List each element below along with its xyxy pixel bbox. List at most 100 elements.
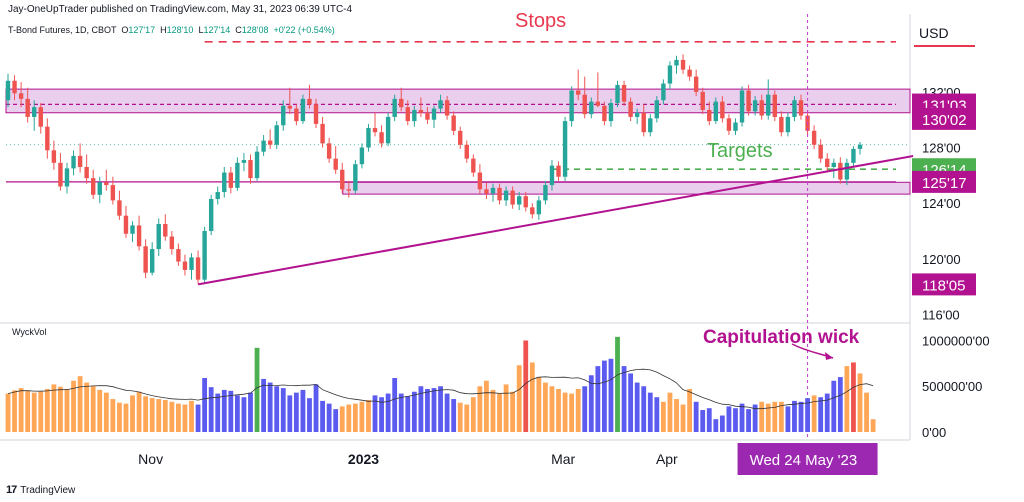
- candle-body: [182, 261, 188, 270]
- candle-body: [45, 126, 50, 151]
- candle-body: [700, 91, 705, 110]
- candle-body: [97, 182, 102, 195]
- candle: [313, 98, 319, 129]
- candle-body: [372, 128, 378, 133]
- open-label: O: [121, 25, 129, 35]
- tradingview-logo-icon[interactable]: 17: [6, 484, 17, 496]
- volume-bar: [464, 404, 470, 432]
- candle-body: [346, 189, 351, 191]
- candle-body: [582, 94, 587, 115]
- candle-body: [143, 246, 148, 273]
- candle-body: [399, 98, 404, 108]
- candle: [202, 226, 207, 283]
- candle: [634, 108, 640, 124]
- candle: [136, 215, 142, 251]
- candle: [818, 139, 823, 163]
- supply-zone: [5, 88, 911, 114]
- candle: [104, 169, 109, 191]
- time-tick-label: 2023: [348, 451, 379, 467]
- volume-bar: [418, 386, 424, 432]
- volume-indicator-title[interactable]: WyckVol: [12, 327, 47, 337]
- candle-body: [752, 100, 758, 112]
- candle: [130, 221, 135, 243]
- volume-bar: [759, 401, 765, 432]
- candle-body: [241, 160, 247, 163]
- candle-body: [326, 143, 332, 159]
- volume-bar: [628, 373, 634, 432]
- open-value: 127'17: [128, 25, 156, 35]
- candle: [720, 96, 725, 123]
- candle-body: [366, 128, 371, 148]
- volume-bar: [84, 382, 90, 432]
- candle: [425, 107, 430, 124]
- candle: [556, 161, 561, 181]
- close-label: C: [235, 25, 242, 35]
- candle: [648, 114, 653, 137]
- candle: [477, 164, 483, 194]
- candle: [674, 55, 679, 74]
- candle: [458, 126, 463, 149]
- volume-bar: [752, 404, 758, 432]
- candle-body: [549, 165, 555, 186]
- volume-bar: [654, 397, 660, 432]
- candle-body: [267, 140, 273, 145]
- volume-bar: [674, 399, 679, 432]
- volume-bar: [248, 392, 253, 432]
- volume-bar: [431, 388, 437, 432]
- candle: [379, 125, 384, 148]
- candle: [182, 254, 188, 276]
- candle-body: [392, 98, 397, 117]
- volume-bar: [31, 392, 37, 432]
- volume-bar: [182, 404, 188, 432]
- candle: [746, 84, 751, 116]
- candle: [726, 114, 732, 136]
- candle-body: [785, 116, 791, 133]
- volume-bar: [25, 390, 31, 432]
- candle: [412, 105, 417, 127]
- candle: [372, 112, 378, 137]
- candle: [772, 90, 777, 122]
- candle: [641, 104, 646, 137]
- volume-bar: [300, 389, 306, 432]
- candle-body: [215, 192, 220, 199]
- volume-bar: [457, 402, 463, 432]
- volume-bar: [562, 392, 568, 432]
- candle: [267, 129, 273, 149]
- volume-bar: [77, 376, 83, 432]
- low-value: 127'14: [203, 25, 231, 35]
- candle-body: [766, 94, 771, 116]
- candle: [589, 97, 594, 119]
- candle: [189, 253, 194, 280]
- candle-body: [91, 178, 96, 195]
- volume-bar: [425, 388, 430, 432]
- candle: [798, 94, 804, 120]
- volume-tick-label: 0'00: [922, 425, 946, 440]
- candle: [326, 137, 332, 163]
- candle: [399, 87, 404, 112]
- symbol-name[interactable]: T-Bond Futures, 1D, CBOT: [8, 25, 117, 35]
- candle-body: [825, 158, 830, 167]
- volume-bar: [503, 384, 509, 432]
- candle-body: [831, 162, 836, 167]
- footer-brand[interactable]: TradingView: [20, 484, 76, 496]
- candle-body: [51, 150, 57, 163]
- candle: [510, 186, 515, 209]
- volume-bar: [700, 410, 706, 432]
- candle: [366, 123, 371, 152]
- volume-bar: [149, 398, 155, 432]
- candle-body: [340, 169, 345, 190]
- volume-bar: [778, 401, 784, 432]
- candle: [64, 162, 70, 194]
- candle-body: [477, 172, 483, 190]
- candle-body: [667, 65, 673, 84]
- capitulation-annotation: Capitulation wick: [703, 327, 860, 348]
- candle: [451, 111, 456, 136]
- candle: [123, 205, 129, 238]
- volume-bar: [195, 404, 201, 432]
- candle: [215, 186, 220, 205]
- candle-body: [5, 80, 11, 101]
- volume-bar: [615, 336, 620, 432]
- candle: [569, 86, 574, 127]
- volume-bar: [687, 388, 692, 432]
